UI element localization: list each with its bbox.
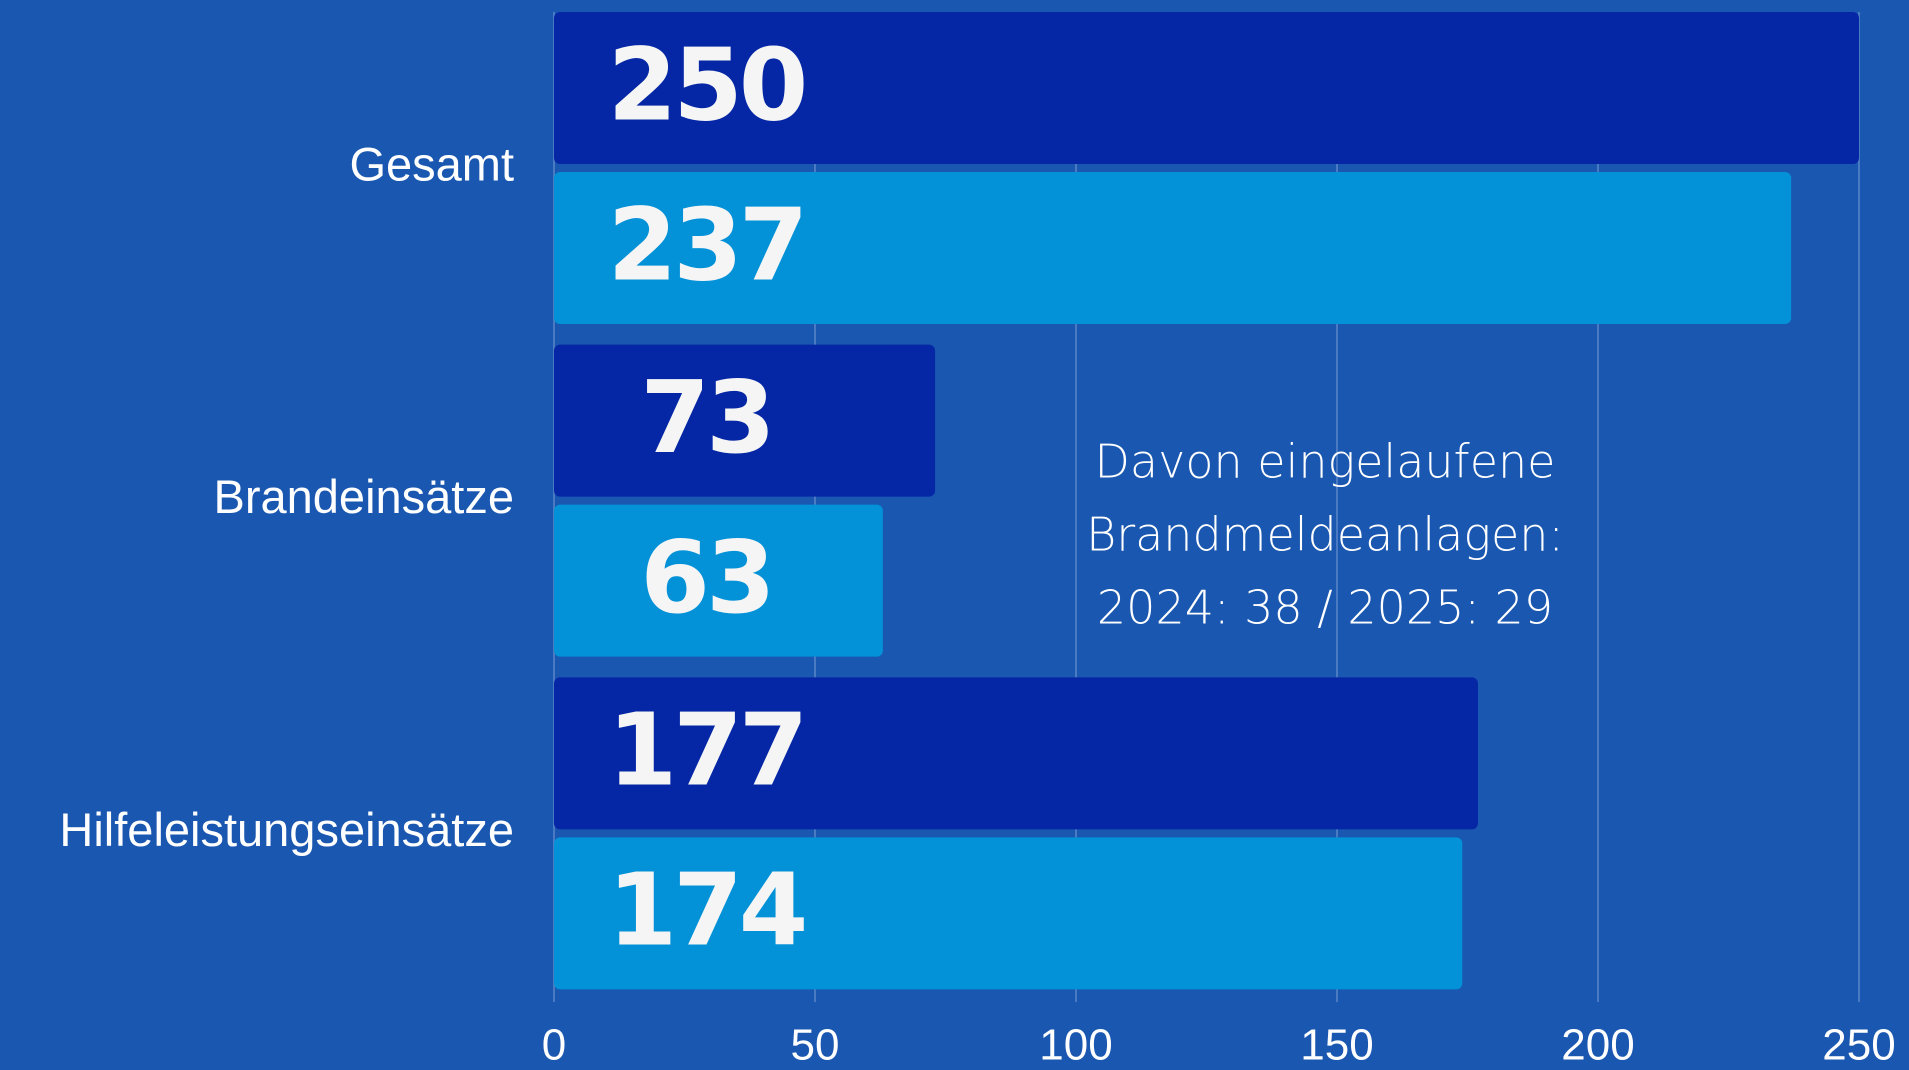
annotation: Davon eingelaufene bbox=[1095, 435, 1556, 489]
x-tick-label: 100 bbox=[1039, 1021, 1112, 1070]
x-tick-label: 250 bbox=[1822, 1021, 1895, 1070]
x-tick-label: 150 bbox=[1300, 1021, 1373, 1070]
value-label: 177 bbox=[608, 692, 805, 809]
x-tick-label: 50 bbox=[791, 1021, 840, 1070]
annotation: Brandmeldeanlagen: bbox=[1086, 508, 1564, 562]
value-label: 174 bbox=[608, 852, 805, 969]
annotation: 2024: 38 / 2025: 29 bbox=[1097, 581, 1553, 635]
bar bbox=[554, 12, 1859, 164]
category-label: Brandeinsätze bbox=[214, 470, 514, 523]
value-label: 237 bbox=[608, 186, 805, 303]
x-tick-label: 200 bbox=[1561, 1021, 1634, 1070]
value-label: 73 bbox=[640, 359, 771, 476]
category-label: Gesamt bbox=[349, 137, 514, 190]
bar bbox=[554, 344, 936, 497]
bar bbox=[554, 837, 1463, 990]
value-label: 63 bbox=[640, 519, 771, 636]
bar bbox=[554, 504, 883, 657]
category-label: Hilfeleistungseinsätze bbox=[59, 803, 514, 856]
x-tick-label: 0 bbox=[542, 1021, 566, 1070]
bar bbox=[554, 677, 1478, 830]
bar bbox=[554, 172, 1792, 324]
value-label: 250 bbox=[608, 26, 805, 143]
